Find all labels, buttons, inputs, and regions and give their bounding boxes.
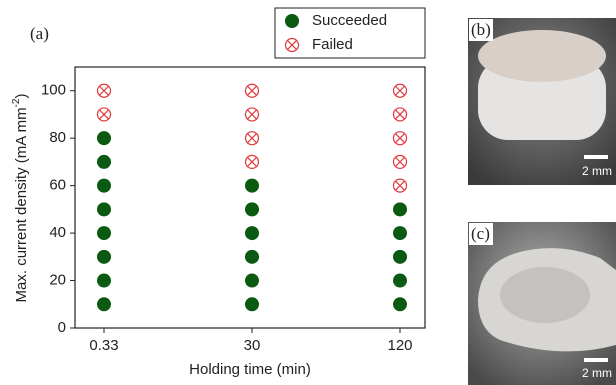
y-tick-label: 40 (49, 224, 66, 241)
y-tick-label: 0 (58, 319, 66, 336)
scale-text: 2 mm (582, 164, 612, 178)
point (244, 83, 260, 98)
point (97, 226, 111, 241)
y-tick-label: 20 (49, 272, 66, 289)
point-ring (96, 83, 112, 98)
point-cross (246, 85, 258, 96)
photo-labels: (b) 2 mm (c) 2 mm (469, 19, 612, 380)
x-tick-label: 120 (387, 337, 412, 354)
panel-label: (a) (30, 24, 49, 43)
scale-bar (584, 155, 608, 159)
point-ring (244, 107, 260, 122)
point (244, 107, 260, 122)
point-cross (394, 133, 406, 144)
point-ring (244, 131, 260, 146)
point-ring (392, 83, 408, 98)
point (97, 154, 111, 169)
plot-frame (74, 66, 426, 329)
photo-label: (c) (471, 224, 490, 243)
point-ring (392, 154, 408, 170)
point (393, 226, 407, 241)
point (245, 273, 259, 288)
point-cross (246, 109, 258, 120)
y-label-suffix: ) (13, 94, 30, 99)
scale-bar (584, 358, 608, 362)
point (96, 107, 112, 122)
point-cross (246, 133, 258, 144)
y-tick-label: 80 (49, 129, 66, 146)
point-ring (244, 83, 260, 98)
x-tick-label: 30 (244, 337, 261, 354)
y-tick-label: 100 (41, 82, 66, 99)
point-cross (394, 180, 406, 191)
point-cross (286, 39, 298, 51)
photo-label: (b) (471, 20, 491, 39)
legend-marker (284, 37, 300, 53)
y-label-sup: -2 (11, 98, 22, 107)
point-cross (246, 156, 258, 167)
x-tick-label: 0.33 (89, 337, 118, 354)
point (245, 178, 259, 193)
point-ring (96, 107, 112, 122)
point (392, 154, 408, 170)
point (97, 202, 111, 217)
point-ring (244, 154, 260, 170)
point (392, 83, 408, 98)
sample-top (478, 30, 606, 82)
point-cross (394, 156, 406, 167)
x-axis-label: Holding time (min) (189, 361, 311, 378)
point (393, 249, 407, 264)
point-ring (284, 37, 300, 53)
sample-dent (500, 267, 590, 323)
point (392, 178, 408, 193)
point (97, 297, 111, 312)
point (393, 273, 407, 288)
point (245, 226, 259, 241)
legend-label: Failed (312, 36, 353, 53)
scale-text: 2 mm (582, 366, 612, 380)
point-cross (394, 85, 406, 96)
point (97, 273, 111, 288)
point-cross (98, 85, 110, 96)
y-label-text: Max. current density (mA mm (13, 107, 30, 302)
point (97, 131, 111, 146)
point (244, 154, 260, 170)
legend-label: Succeeded (312, 12, 387, 29)
point (393, 202, 407, 217)
point-cross (394, 109, 406, 120)
point (97, 249, 111, 264)
point (96, 83, 112, 98)
point-ring (392, 131, 408, 146)
point (393, 297, 407, 312)
point (244, 131, 260, 146)
point (245, 202, 259, 217)
point-ring (392, 178, 408, 193)
y-tick-label: 60 (49, 177, 66, 194)
point (392, 131, 408, 146)
label-box (469, 19, 493, 41)
point (245, 249, 259, 264)
point-cross (98, 109, 110, 120)
legend-marker (285, 14, 299, 28)
y-axis-label: Max. current density (mA mm-2) (11, 94, 30, 303)
point-ring (392, 107, 408, 122)
point (245, 297, 259, 312)
point (392, 107, 408, 122)
point (97, 178, 111, 193)
legend-box (274, 7, 426, 59)
label-box (469, 223, 493, 245)
